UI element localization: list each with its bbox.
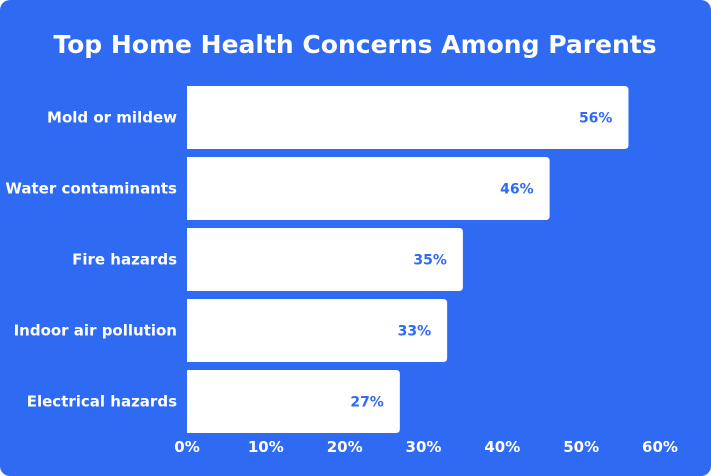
x-tick-label: 40% [484,438,520,456]
bar-value-label: 33% [398,324,432,340]
bar-value-label: 27% [350,395,384,411]
x-tick-label: 20% [327,438,363,456]
bar [187,86,629,149]
x-tick-label: 0% [174,438,199,456]
bar-value-label: 56% [579,111,613,127]
x-tick-label: 60% [642,438,678,456]
bar [187,228,463,291]
category-label: Fire hazards [72,251,177,269]
bar-value-label: 35% [413,253,447,269]
bars-layer: 56% 46% 35% 33% 27% [187,86,629,433]
category-label: Indoor air pollution [14,322,177,340]
x-axis-ticks: 0% 10% 20% 30% 40% 50% 60% [174,438,678,456]
category-label: Water contaminants [5,180,177,198]
x-tick-label: 10% [248,438,284,456]
bar-value-label: 46% [500,182,534,198]
bar [187,370,400,433]
chart-title: Top Home Health Concerns Among Parents [53,30,656,59]
bar [187,299,448,362]
category-labels: Mold or mildew Water contaminants Fire haz… [5,109,177,411]
x-tick-label: 30% [406,438,442,456]
x-tick-label: 50% [563,438,599,456]
bar [187,157,550,220]
category-label: Electrical hazards [27,393,177,411]
category-label: Mold or mildew [47,109,177,127]
